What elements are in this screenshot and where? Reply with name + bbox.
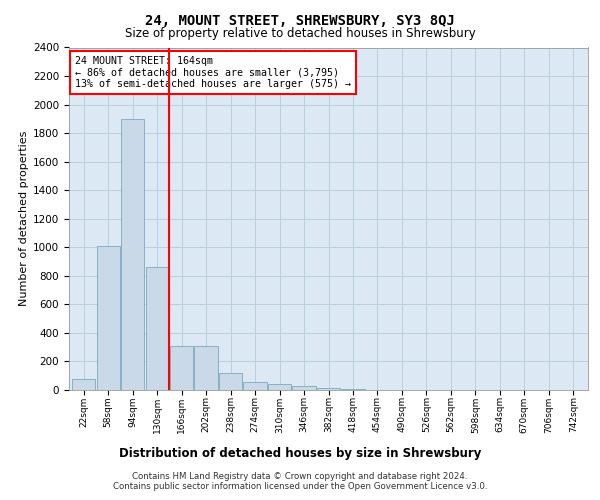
Text: Distribution of detached houses by size in Shrewsbury: Distribution of detached houses by size … bbox=[119, 448, 481, 460]
Bar bbox=[244, 382, 266, 390]
Bar bbox=[170, 346, 193, 390]
Bar bbox=[146, 268, 169, 390]
Bar bbox=[121, 119, 144, 390]
Bar bbox=[268, 384, 291, 390]
Bar bbox=[194, 346, 218, 390]
Text: 24 MOUNT STREET: 164sqm
← 86% of detached houses are smaller (3,795)
13% of semi: 24 MOUNT STREET: 164sqm ← 86% of detache… bbox=[75, 56, 351, 90]
Bar bbox=[219, 373, 242, 390]
Bar bbox=[292, 386, 316, 390]
Bar bbox=[72, 378, 95, 390]
Bar bbox=[317, 388, 340, 390]
Text: Size of property relative to detached houses in Shrewsbury: Size of property relative to detached ho… bbox=[125, 28, 475, 40]
Text: Contains HM Land Registry data © Crown copyright and database right 2024.
Contai: Contains HM Land Registry data © Crown c… bbox=[113, 472, 487, 491]
Bar bbox=[341, 388, 365, 390]
Text: 24, MOUNT STREET, SHREWSBURY, SY3 8QJ: 24, MOUNT STREET, SHREWSBURY, SY3 8QJ bbox=[145, 14, 455, 28]
Y-axis label: Number of detached properties: Number of detached properties bbox=[19, 131, 29, 306]
Bar bbox=[97, 246, 120, 390]
